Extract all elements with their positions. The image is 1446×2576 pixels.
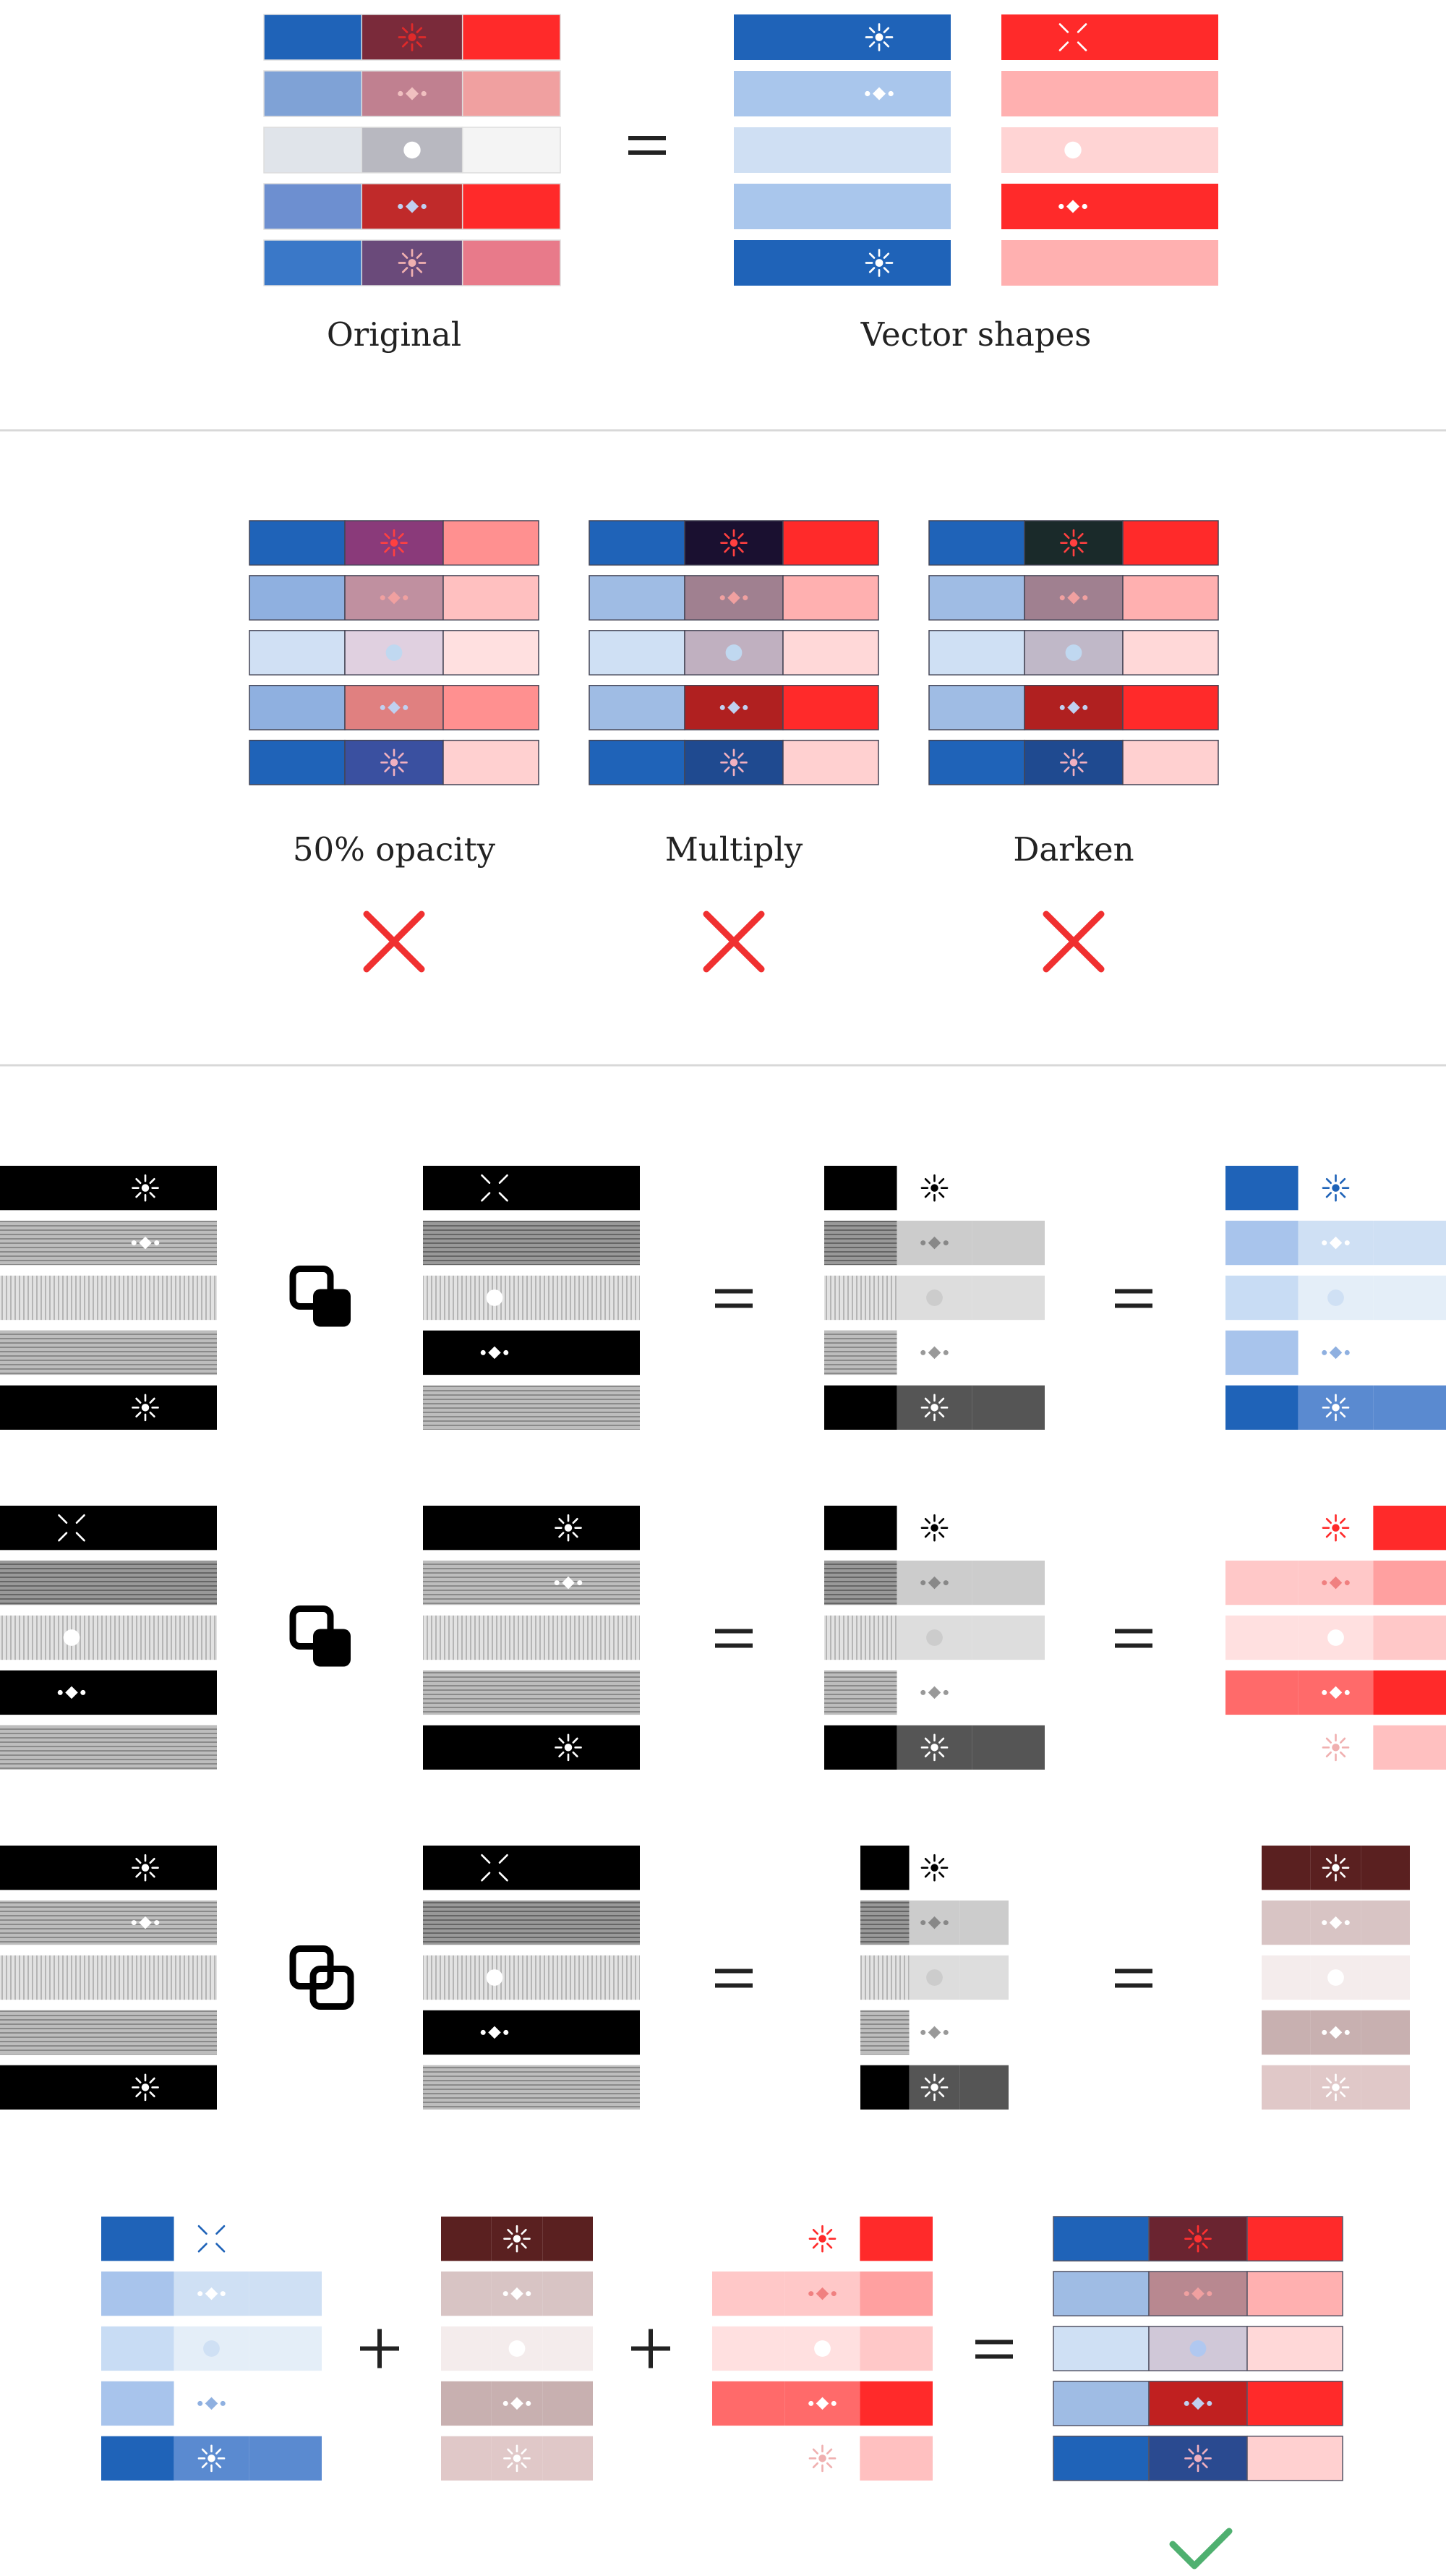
equals-symbol [715, 1629, 753, 1648]
result-gray-1 [824, 1506, 1045, 1770]
result-color-2 [1262, 1846, 1410, 2110]
operand-b-0 [423, 1166, 640, 1430]
operand-a-0 [0, 1166, 217, 1430]
cross-icon [1043, 910, 1105, 973]
cross-icon [703, 910, 765, 973]
cross-icon [363, 910, 425, 973]
blend-panel-0 [249, 520, 539, 785]
result-color-1 [1225, 1506, 1446, 1770]
result-gray-2 [860, 1846, 1009, 2110]
operand-a-1 [0, 1506, 217, 1770]
operand-b-1 [423, 1506, 640, 1770]
equals-symbol [1115, 1969, 1152, 1988]
result-color-0 [1225, 1166, 1446, 1430]
final-result-panel [1053, 2216, 1343, 2481]
sum-blue-part [101, 2217, 322, 2481]
equals-symbol [1115, 1289, 1152, 1308]
equals-symbol [628, 136, 666, 155]
sum-dark-part [441, 2217, 593, 2481]
blend-panel-1 [589, 520, 879, 785]
original-label: Original [326, 315, 462, 354]
equals-symbol [975, 2340, 1013, 2359]
operand-b-2 [423, 1846, 640, 2110]
vector-red-panel [1001, 14, 1218, 286]
boolean-subtract-front-icon [289, 1266, 351, 1327]
blend-label-opacity: 50% opacity [292, 830, 496, 869]
equals-symbol [715, 1289, 753, 1308]
sum-red-part [712, 2217, 933, 2481]
equals-symbol [1115, 1629, 1152, 1648]
result-gray-0 [824, 1166, 1045, 1430]
plus-symbol [360, 2329, 399, 2368]
operand-a-2 [0, 1846, 217, 2110]
blend-panel-2 [928, 520, 1219, 785]
blend-label-multiply: Multiply [664, 830, 803, 869]
blend-label-darken: Darken [1013, 830, 1134, 869]
vector-shapes-label: Vector shapes [860, 315, 1092, 354]
boolean-intersect-icon [289, 1945, 354, 2010]
vector-blue-panel [734, 14, 951, 286]
equals-symbol [715, 1969, 753, 1988]
plus-symbol [631, 2329, 670, 2368]
original-image-panel [263, 14, 561, 286]
boolean-subtract-back-icon [289, 1605, 351, 1667]
check-icon [1169, 2528, 1233, 2569]
